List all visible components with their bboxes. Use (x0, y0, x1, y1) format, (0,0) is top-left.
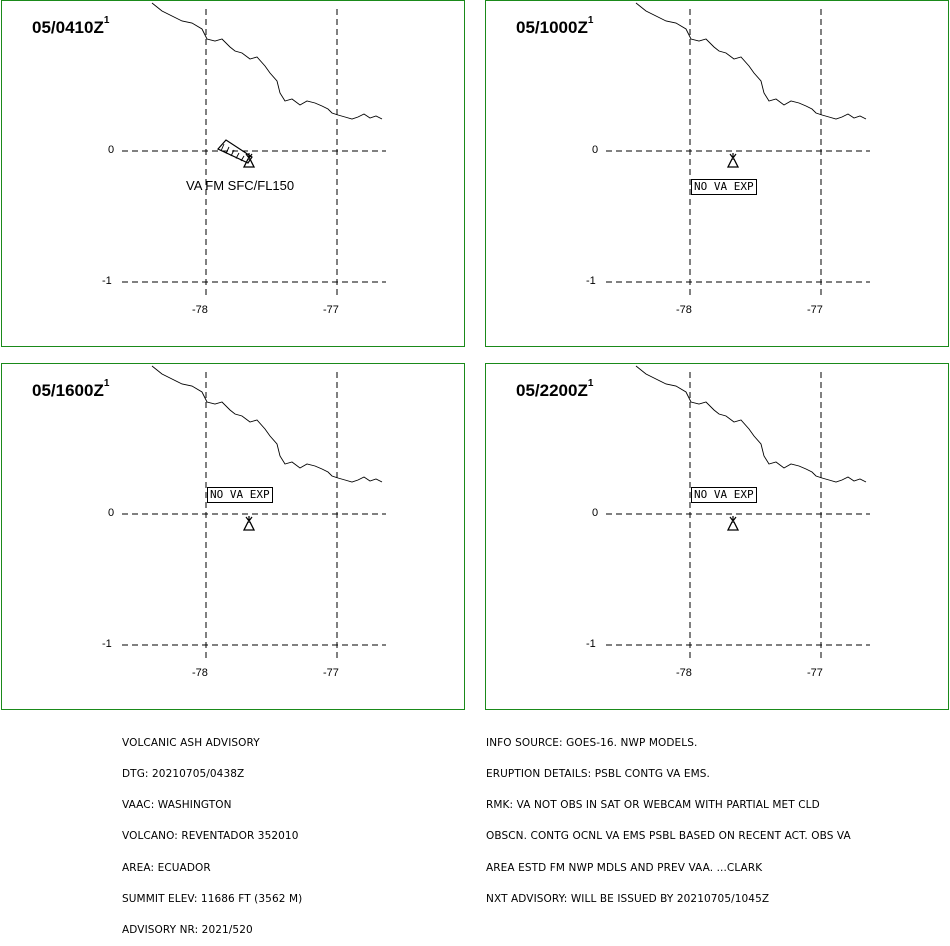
ash-cloud-label: VA FM SFC/FL150 (186, 178, 295, 193)
no-ash-label: NO VA EXP (691, 179, 757, 195)
lon-tick-77: -77 (807, 667, 823, 679)
no-ash-label: NO VA EXP (207, 487, 273, 503)
panel-title: 05/1600Z1 (32, 378, 110, 400)
eruption-plume-icon (729, 153, 737, 159)
eruption-plume-icon (245, 516, 253, 522)
ash-hatch-line (225, 146, 230, 154)
volcano-icon (726, 521, 740, 531)
lat-tick-0: 0 (108, 144, 115, 156)
lon-tick-77: -77 (323, 667, 339, 679)
ash-hatch-line (240, 155, 245, 162)
lat-tick-minus1: -1 (586, 638, 596, 650)
advisory-line: ERUPTION DETAILS: PSBL CONTG VA EMS. (486, 768, 710, 781)
ash-hatch-line (230, 149, 235, 157)
volcano-icon (726, 158, 740, 168)
lat-tick-0: 0 (108, 507, 115, 519)
panel-title: 05/2200Z1 (516, 378, 594, 400)
ash-hatch-line (220, 143, 225, 152)
eruption-plume-icon (729, 516, 737, 522)
advisory-line: AREA ESTD FM NWP MDLS AND PREV VAA. ...C… (486, 861, 763, 874)
forecast-panel-3: 05/1600Z1 0 -1 -78 -77 NO VA EXP (1, 363, 465, 710)
coastline (151, 365, 383, 483)
eruption-plume-icon (245, 153, 253, 159)
map-graphic (606, 2, 870, 297)
advisory-right-text: INFO SOURCE: GOES-16. NWP MODELS. ERUPTI… (486, 717, 851, 915)
volcano-icon (242, 521, 256, 531)
lon-tick-77: -77 (807, 304, 823, 316)
no-ash-label: NO VA EXP (691, 487, 757, 503)
lat-tick-0: 0 (592, 144, 599, 156)
coastline (151, 2, 383, 120)
lat-tick-minus1: -1 (586, 275, 596, 287)
panel-title: 05/0410Z1 (32, 15, 110, 37)
forecast-panel-1: 05/0410Z1 0 -1 -78 -77 VA FM SFC/FL150 (1, 0, 465, 347)
advisory-line: NXT ADVISORY: WILL BE ISSUED BY 20210705… (486, 892, 770, 905)
map-graphic (606, 365, 870, 660)
advisory-line: ADVISORY NR: 2021/520 (122, 924, 253, 937)
advisory-line: OBSCN. CONTG OCNL VA EMS PSBL BASED ON R… (486, 830, 851, 843)
panel-title: 05/1000Z1 (516, 15, 594, 37)
ash-cloud-polygon (217, 139, 253, 164)
advisory-line: SUMMIT ELEV: 11686 FT (3562 M) (122, 892, 303, 905)
advisory-line: VOLCANO: REVENTADOR 352010 (122, 830, 299, 843)
volcano-icon (242, 158, 256, 168)
coastline (635, 365, 867, 483)
advisory-line: RMK: VA NOT OBS IN SAT OR WEBCAM WITH PA… (486, 799, 820, 812)
map-graphic (122, 2, 386, 297)
advisory-line: VAAC: WASHINGTON (122, 799, 232, 812)
advisory-line: AREA: ECUADOR (122, 861, 211, 874)
map-graphic (122, 365, 386, 660)
advisory-left-text: VOLCANIC ASH ADVISORY DTG: 20210705/0438… (122, 717, 302, 946)
lon-tick-78: -78 (192, 304, 208, 316)
forecast-panel-4: 05/2200Z1 0 -1 -78 -77 NO VA EXP (485, 363, 949, 710)
advisory-line: DTG: 20210705/0438Z (122, 768, 245, 781)
advisory-line: INFO SOURCE: GOES-16. NWP MODELS. (486, 736, 698, 749)
forecast-panel-2: 05/1000Z1 0 -1 -78 -77 NO VA EXP (485, 0, 949, 347)
lon-tick-78: -78 (192, 667, 208, 679)
advisory-line: VOLCANIC ASH ADVISORY (122, 736, 260, 749)
lat-tick-minus1: -1 (102, 275, 112, 287)
coastline (635, 2, 867, 120)
lat-tick-minus1: -1 (102, 638, 112, 650)
ash-hatch-line (235, 152, 240, 159)
lon-tick-77: -77 (323, 304, 339, 316)
lat-tick-0: 0 (592, 507, 599, 519)
lon-tick-78: -78 (676, 667, 692, 679)
lon-tick-78: -78 (676, 304, 692, 316)
